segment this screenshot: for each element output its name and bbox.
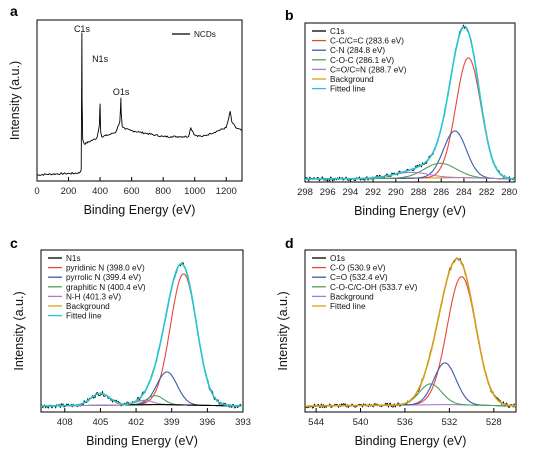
legend-label: N1s [66,254,81,263]
x-tick-label: 405 [92,417,108,428]
legend-label: C-N (284.8 eV) [330,46,385,55]
legend-label: Background [330,292,374,301]
legend-label: C-C/C=C (283.6 eV) [330,37,404,46]
legend-label: graphitic N (400.4 eV) [66,283,146,292]
legend-label: Fitted line [330,302,366,311]
legend-label: C=O (532.4 eV) [330,273,388,282]
legend-label: pyridinic N (398.0 eV) [66,264,145,273]
panel-c: c 408 405 402 399 396 393 Binding Energy (eV) In… [10,235,251,448]
y-axis-title: Intensity (a.u.) [276,291,290,370]
x-tick-label: 800 [155,186,171,197]
x-tick-label: 290 [388,187,404,198]
x-axis-title: Binding Energy (eV) [354,204,466,218]
x-tick-label: 536 [397,417,413,428]
series-fitted-line [305,257,516,407]
legend-label: C1s [330,27,345,36]
peak-label: N1s [92,54,109,64]
panel-letter: b [285,7,294,23]
x-tick-label: 286 [433,187,449,198]
plot-frame [40,249,244,413]
panel-letter: d [285,235,294,251]
x-tick-label: 288 [411,187,427,198]
x-tick-label: 280 [501,187,517,198]
legend-label: pyrrolic N (399.4 eV) [66,273,141,282]
legend-label: C=O/C=N (288.7 eV) [330,65,407,74]
x-tick-label: 284 [456,187,472,198]
x-axis-title: Binding Energy (eV) [84,203,196,217]
plot-frame [304,249,517,413]
panel-letter: c [10,235,18,251]
x-tick-label: 393 [235,417,251,428]
x-tick-label: 298 [297,187,313,198]
x-tick-label: 1200 [216,186,237,197]
x-axis-title: Binding Energy (eV) [355,434,467,448]
legend-label: C-O-C (286.1 eV) [330,56,394,65]
panel-a: a 0 200 400 600 800 1000 1200 Binding Energy (eV… [8,3,243,217]
legend-label: N-H (401.3 eV) [66,292,121,301]
legend-label: Background [66,302,110,311]
legend-label-ncds: NCDs [194,30,216,39]
plot-frame [304,22,516,183]
legend-label: Background [330,75,374,84]
panel-b: b 298 296 294 292 290 288 286 284 282 280 Binding E… [285,7,517,218]
series-component-line [305,383,516,407]
x-tick-label: 532 [441,417,457,428]
legend-label: O1s [330,254,345,263]
x-tick-label: 1000 [184,186,205,197]
y-axis-title: Intensity (a.u.) [12,291,26,370]
legend-label: C-O-C/C-OH (533.7 eV) [330,283,418,292]
x-tick-label: 396 [199,417,215,428]
legend-label: Fitted line [66,312,102,321]
legend: NCDs [172,30,216,39]
panel-d: d 544 540 536 532 528 Binding Energy (eV) Inten… [276,235,517,448]
x-tick-label: 282 [479,187,495,198]
x-tick-label: 402 [128,417,144,428]
series-fitted-line [41,263,243,407]
x-tick-label: 540 [353,417,369,428]
x-tick-label: 528 [486,417,502,428]
x-axis-title: Binding Energy (eV) [86,434,198,448]
x-tick-label: 296 [320,187,336,198]
x-tick-label: 294 [342,187,358,198]
peak-label: O1s [113,87,130,97]
legend-label: C-O (530.9 eV) [330,264,386,273]
x-tick-label: 600 [124,186,140,197]
peak-label: C1s [74,24,91,34]
x-tick-label: 544 [308,417,324,428]
x-tick-label: 408 [57,417,73,428]
y-axis-title: Intensity (a.u.) [8,61,22,140]
x-tick-label: 0 [34,186,39,197]
legend-label: Fitted line [330,85,366,94]
panel-letter: a [10,3,18,19]
series-fitted-line [305,25,516,180]
series-ncds-line [36,32,243,176]
x-tick-label: 400 [92,186,108,197]
plot-frame [36,19,243,182]
x-tick-label: 292 [365,187,381,198]
x-tick-label: 399 [164,417,180,428]
x-tick-label: 200 [61,186,77,197]
